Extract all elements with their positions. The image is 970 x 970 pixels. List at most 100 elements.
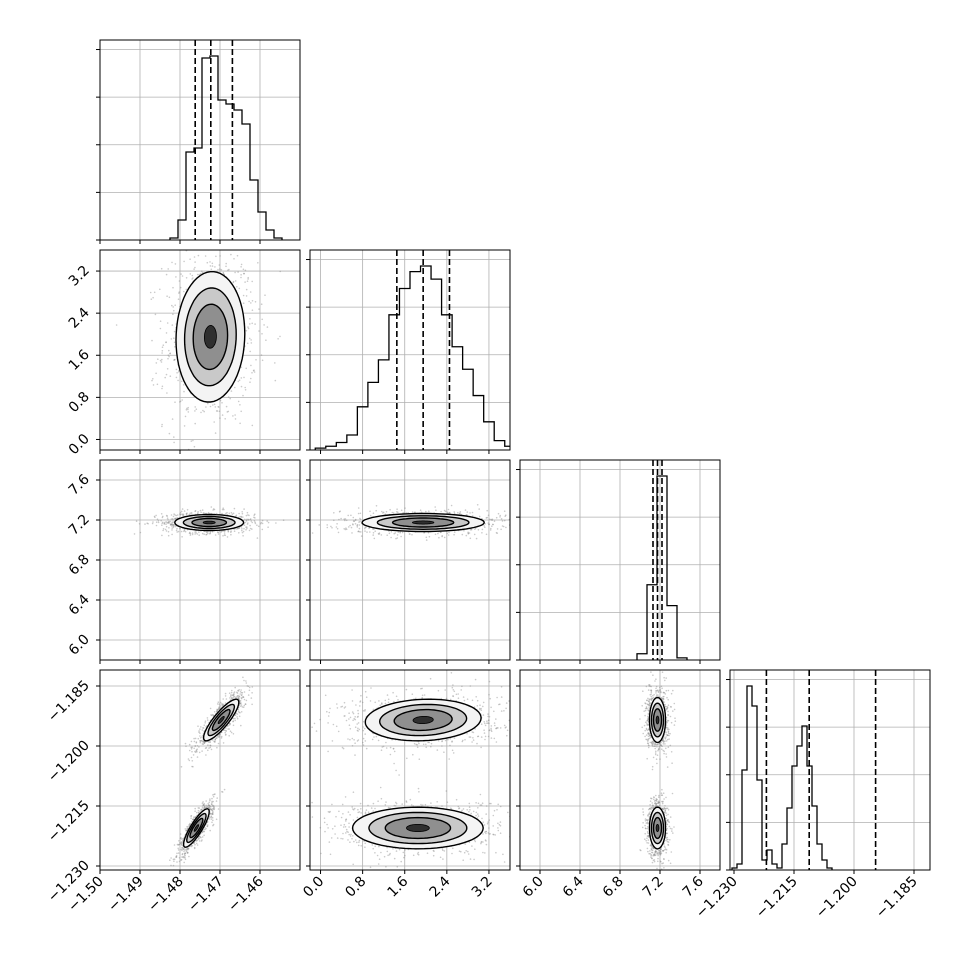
scatter-point (357, 712, 360, 715)
axes-frame (309, 249, 511, 451)
scatter-point (359, 517, 361, 520)
scatter-point (505, 707, 507, 710)
scatter-point (180, 848, 182, 851)
scatter-point (495, 531, 498, 534)
scatter-point (167, 357, 169, 360)
scatter-point (180, 380, 183, 383)
scatter-point (194, 422, 196, 425)
scatter-point (242, 696, 245, 698)
scatter-point (219, 255, 221, 257)
scatter-point (246, 280, 249, 283)
scatter-point (239, 711, 241, 714)
scatter-point (218, 735, 221, 737)
scatter-point (231, 513, 234, 515)
contour-level-3 (203, 324, 217, 349)
scatter-point (184, 828, 187, 830)
scatter-point (245, 682, 248, 684)
scatter-point (215, 410, 218, 412)
scatter-point (176, 843, 179, 846)
panel-1-0: 0.00.81.62.43.2 (66, 249, 301, 458)
scatter-point (382, 511, 385, 514)
scatter-point (230, 390, 233, 392)
scatter-point (185, 849, 187, 852)
scatter-point (428, 510, 430, 512)
scatter-point (166, 515, 168, 517)
scatter-point (423, 532, 425, 534)
scatter-point (488, 523, 490, 526)
scatter-point (201, 740, 204, 743)
scatter-point (361, 701, 364, 704)
scatter-point (472, 731, 475, 734)
scatter-point (240, 516, 243, 518)
scatter-point (236, 695, 239, 697)
scatter-point (196, 748, 198, 750)
scatter-point (181, 852, 184, 855)
scatter-point (242, 530, 245, 533)
scatter-point (209, 265, 212, 267)
scatter-point (195, 741, 198, 743)
scatter-point (357, 512, 360, 515)
panel-content (100, 670, 300, 870)
scatter-point (214, 739, 217, 741)
scatter-point (165, 341, 167, 344)
scatter-point (162, 529, 164, 532)
scatter-point (185, 829, 188, 832)
scatter-point (189, 534, 192, 536)
scatter-point (397, 531, 400, 533)
scatter-point (191, 750, 193, 753)
scatter-point (226, 536, 229, 538)
scatter-point (202, 743, 205, 745)
scatter-point (251, 280, 253, 283)
scatter-point (478, 707, 481, 710)
scatter-point (330, 525, 332, 528)
scatter-point (344, 519, 346, 522)
scatter-point (345, 519, 348, 522)
panel-content (520, 460, 720, 660)
scatter-point (389, 753, 392, 756)
panel-1-1 (306, 249, 511, 454)
scatter-point (223, 532, 226, 534)
scatter-point (247, 276, 249, 279)
scatter-point (244, 518, 246, 521)
scatter-point (229, 695, 232, 698)
scatter-point (198, 730, 200, 732)
scatter-point (172, 864, 175, 867)
scatter-point (204, 826, 206, 829)
scatter-point (203, 740, 206, 743)
scatter-point (352, 523, 354, 526)
scatter-point (244, 389, 247, 391)
scatter-point (211, 809, 214, 812)
panel-2-2 (516, 459, 721, 664)
scatter-point (405, 688, 408, 691)
scatter-point (196, 811, 198, 814)
scatter-point (503, 510, 506, 512)
scatter-point (263, 324, 265, 326)
scatter-point (219, 704, 221, 707)
scatter-point (239, 703, 241, 705)
scatter-point (166, 392, 168, 394)
scatter-point (191, 274, 194, 277)
scatter-point (225, 512, 227, 515)
scatter-point (159, 359, 162, 362)
scatter-point (215, 512, 218, 515)
scatter-point (236, 692, 239, 694)
scatter-point (232, 281, 234, 284)
scatter-point (227, 728, 229, 730)
scatter-point (409, 533, 411, 535)
scatter-point (396, 511, 398, 513)
scatter-point (193, 842, 195, 844)
axes-frame (99, 249, 301, 451)
scatter-point (186, 852, 189, 854)
scatter-point (240, 694, 243, 697)
scatter-point (235, 514, 238, 517)
scatter-point (179, 842, 181, 844)
scatter-point (166, 322, 169, 324)
scatter-point (435, 509, 437, 512)
scatter-point (216, 710, 218, 712)
scatter-point (441, 535, 443, 538)
scatter-point (209, 741, 211, 743)
scatter-point (238, 532, 240, 534)
scatter-point (237, 380, 240, 383)
scatter-point (213, 741, 216, 743)
scatter-point (220, 735, 223, 738)
